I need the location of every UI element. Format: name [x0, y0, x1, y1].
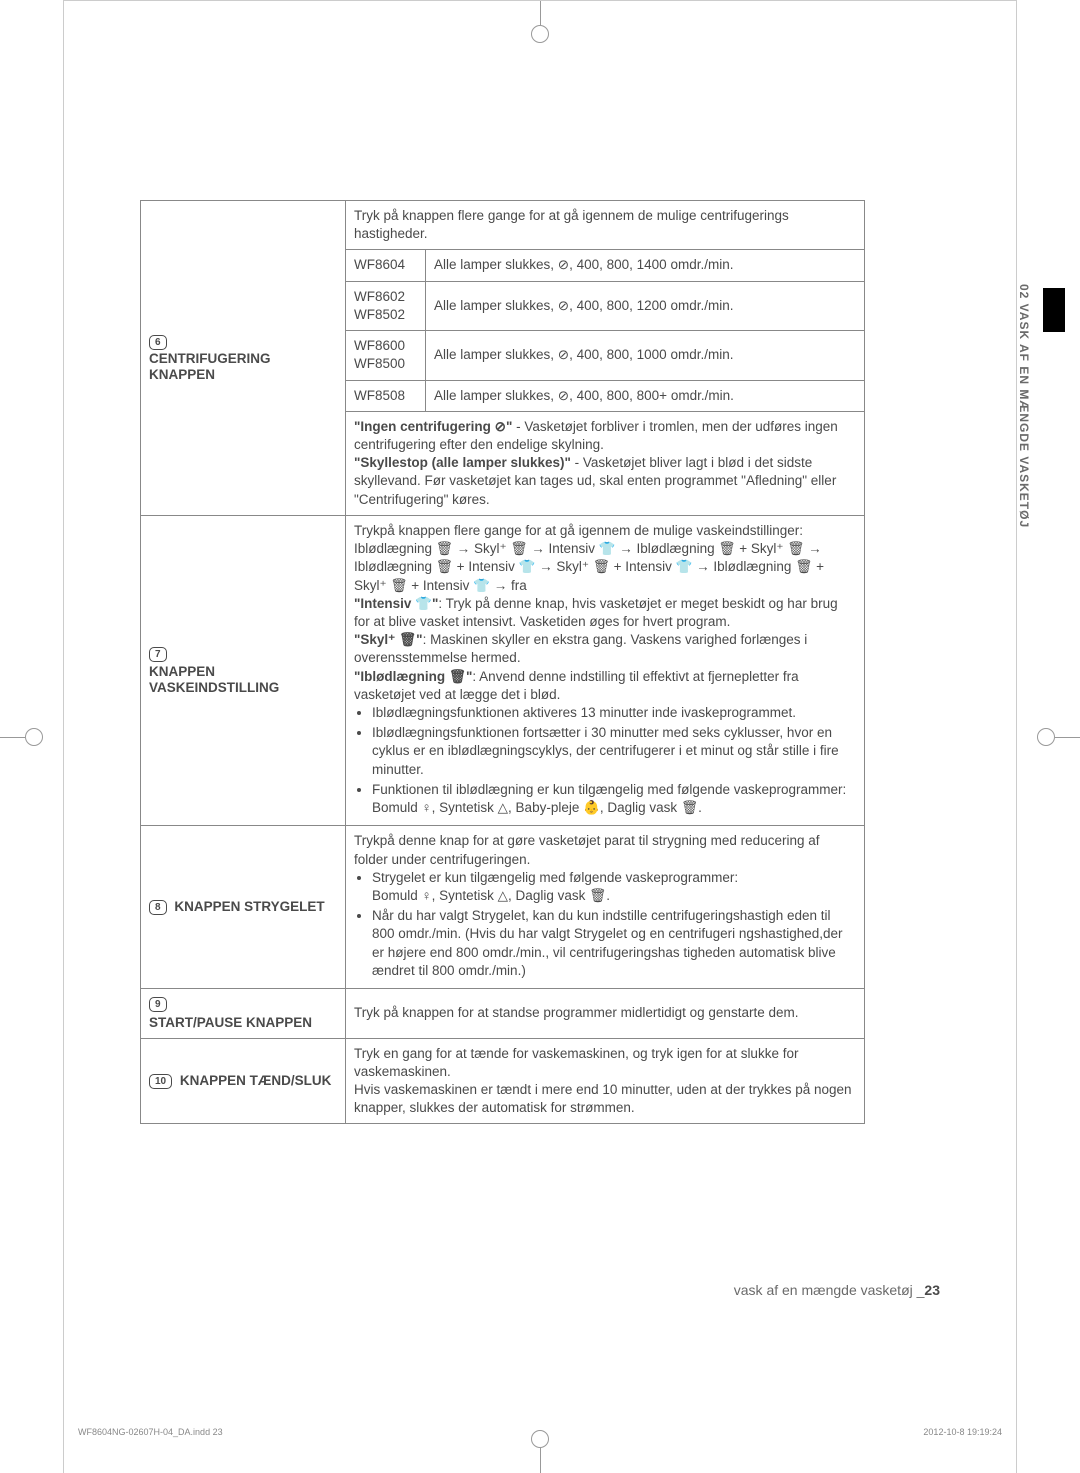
row6-model-2: WF8600 WF8500: [346, 331, 426, 380]
side-tab-marker: [1043, 288, 1065, 332]
row9-label: 9 START/PAUSE KNAPPEN: [141, 989, 346, 1038]
row7-intro: Trykpå knappen flere gange for at gå ige…: [354, 523, 803, 538]
instruction-table: 6 CENTRIFUGERING KNAPPEN Tryk på knappen…: [140, 200, 865, 1124]
row8-b1: Strygelet er kun tilgængelig med følgend…: [372, 869, 856, 905]
page-edge: [1016, 0, 1017, 1473]
row8-b1b: Bomuld ♀, Syntetisk △, Daglig vask 🗑.: [372, 888, 610, 903]
row7-p2: : Maskinen skyller en ekstra gang. Vaske…: [354, 632, 807, 665]
row7-b2: Iblødlægningsfunktionen fortsætter i 30 …: [372, 724, 856, 779]
row7-b1: Iblødlægningsfunktionen aktiveres 13 min…: [372, 704, 856, 722]
footer-page-num: 23: [924, 1282, 940, 1298]
row7-p1b: "Intensiv 👕": [354, 596, 438, 611]
row7-p2b: "Skyl⁺ 🗑": [354, 632, 423, 647]
footer-page: vask af en mængde vasketøj _23: [734, 1282, 940, 1298]
row7-title: KNAPPEN VASKEINDSTILLING: [149, 664, 337, 696]
row9-num: 9: [149, 997, 167, 1012]
row7-b3b: Bomuld ♀, Syntetisk △, Baby-pleje 👶, Dag…: [372, 800, 702, 815]
row6-note: "Ingen centrifugering ⊘" - Vasketøjet fo…: [346, 411, 865, 515]
crop-mark-top: [520, 0, 560, 40]
crop-mark-right: [1040, 717, 1080, 757]
side-tab: 02 VASK AF EN MÆNGDE VASKETØJ: [1017, 278, 1041, 578]
footer-right: 2012-10-8 19:19:24: [923, 1427, 1002, 1437]
row7-label: 7 KNAPPEN VASKEINDSTILLING: [141, 515, 346, 826]
page-edge: [63, 0, 64, 1473]
row10-title: KNAPPEN TÆND/SLUK: [180, 1073, 332, 1089]
side-tab-text: 02 VASK AF EN MÆNGDE VASKETØJ: [1017, 278, 1031, 528]
row7-b3a: Funktionen til iblødlægning er kun tilgæ…: [372, 782, 846, 797]
row8-num: 8: [149, 900, 167, 915]
row9-title: START/PAUSE KNAPPEN: [149, 1015, 312, 1031]
row6-title: CENTRIFUGERING KNAPPEN: [149, 351, 337, 383]
row6-desc-1: Alle lamper slukkes, ⊘, 400, 800, 1200 o…: [426, 281, 865, 330]
row6-note-b1: "Ingen centrifugering ⊘": [354, 419, 512, 434]
row8-bullets: Strygelet er kun tilgængelig med følgend…: [372, 869, 856, 980]
row8-b2: Når du har valgt Strygelet, kan du kun i…: [372, 907, 856, 980]
row7-p3b: "Iblødlægning 🗑": [354, 669, 472, 684]
crop-mark-left: [0, 717, 40, 757]
row6-model-3: WF8508: [346, 380, 426, 411]
row6-note-b2: "Skyllestop (alle lamper slukkes)": [354, 455, 571, 470]
row9-desc: Tryk på knappen for at standse programme…: [346, 989, 865, 1038]
row8-desc: Trykpå denne knap for at gøre vasketøjet…: [346, 826, 865, 989]
row10-label: 10 KNAPPEN TÆND/SLUK: [141, 1038, 346, 1124]
row10-desc: Tryk en gang for at tænde for vaskemaski…: [346, 1038, 865, 1124]
page-edge: [63, 0, 1017, 1]
row6-num: 6: [149, 335, 167, 350]
row7-num: 7: [149, 647, 167, 662]
row6-desc-2: Alle lamper slukkes, ⊘, 400, 800, 1000 o…: [426, 331, 865, 380]
row8-title: KNAPPEN STRYGELET: [174, 899, 324, 915]
row6-model-0: WF8604: [346, 250, 426, 281]
row6-desc-3: Alle lamper slukkes, ⊘, 400, 800, 800+ o…: [426, 380, 865, 411]
row6-model-1: WF8602 WF8502: [346, 281, 426, 330]
row7-bullets: Iblødlægningsfunktionen aktiveres 13 min…: [372, 704, 856, 817]
row6-desc-0: Alle lamper slukkes, ⊘, 400, 800, 1400 o…: [426, 250, 865, 281]
row7-b3: Funktionen til iblødlægning er kun tilgæ…: [372, 781, 856, 817]
row8-intro: Trykpå denne knap for at gøre vasketøjet…: [354, 833, 819, 866]
row6-intro: Tryk på knappen flere gange for at gå ig…: [346, 201, 865, 250]
main-content: 6 CENTRIFUGERING KNAPPEN Tryk på knappen…: [140, 200, 865, 1124]
row8-label: 8 KNAPPEN STRYGELET: [141, 826, 346, 989]
row7-desc: Trykpå knappen flere gange for at gå ige…: [346, 515, 865, 826]
footer-left: WF8604NG-02607H-04_DA.indd 23: [78, 1427, 223, 1437]
row7-seq: Iblødlægning 🗑 → Skyl⁺ 🗑 → Intensiv 👕 → …: [354, 541, 824, 592]
row10-num: 10: [149, 1074, 172, 1089]
row6-label: 6 CENTRIFUGERING KNAPPEN: [141, 201, 346, 516]
row8-b1a: Strygelet er kun tilgængelig med følgend…: [372, 870, 738, 885]
footer-page-label: vask af en mængde vasketøj _: [734, 1282, 925, 1298]
crop-mark-bottom: [520, 1433, 560, 1473]
